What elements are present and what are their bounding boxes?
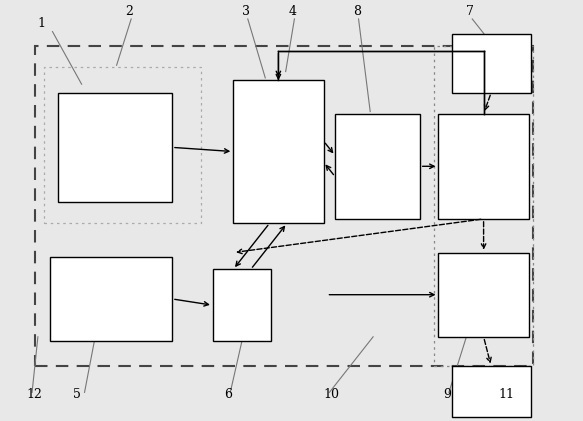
Text: 9: 9 <box>443 388 451 401</box>
Bar <box>35 46 533 366</box>
Bar <box>434 46 533 366</box>
Text: 1: 1 <box>38 17 46 30</box>
Bar <box>452 366 531 417</box>
Bar <box>452 34 531 93</box>
Text: 11: 11 <box>498 388 514 401</box>
Text: 8: 8 <box>353 5 361 18</box>
Bar <box>58 93 172 202</box>
Text: 6: 6 <box>224 388 233 401</box>
Bar <box>335 114 420 219</box>
Text: 3: 3 <box>242 5 250 18</box>
Text: 7: 7 <box>466 5 475 18</box>
Bar <box>438 253 529 337</box>
Text: 4: 4 <box>289 5 297 18</box>
Bar <box>438 114 529 219</box>
Text: 5: 5 <box>73 388 81 401</box>
Bar <box>213 269 271 341</box>
Text: 10: 10 <box>324 388 339 401</box>
Bar <box>50 257 172 341</box>
Bar <box>233 80 324 223</box>
Bar <box>44 67 201 223</box>
Text: 12: 12 <box>26 388 42 401</box>
Text: 2: 2 <box>125 5 134 18</box>
